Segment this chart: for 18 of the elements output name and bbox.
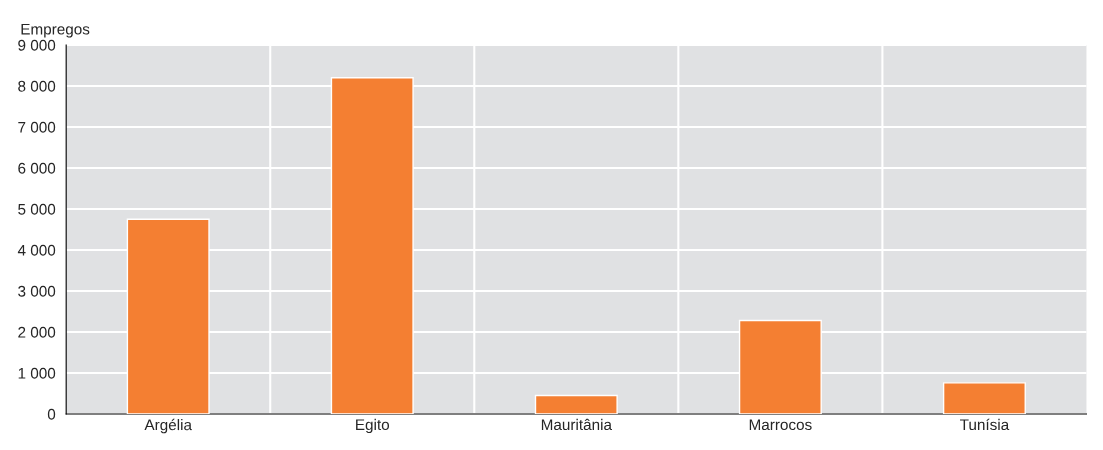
x-tick-label: Marrocos [749,419,812,431]
y-tick-label: 4 000 [17,244,56,256]
y-tick-label: 1 000 [18,367,56,379]
y-tick-label: 7 000 [18,121,56,133]
y-axis-title: Empregos [21,23,90,38]
bar [942,382,1026,414]
x-tick-label: Tunísia [960,418,1010,431]
y-tick-label: 0 [47,408,56,420]
y-tick-label: 3 000 [18,285,56,297]
x-tick-label: Argélia [144,418,192,434]
y-tick-label: 8 000 [18,80,56,92]
y-tick-label: 5 000 [18,203,56,215]
y-tick-label: 9 000 [18,39,56,51]
x-tick-label: Mauritânia [541,418,612,431]
bar [534,394,618,414]
x-tick-label: Egito [356,418,390,434]
y-tick-label: 2 000 [18,326,56,338]
y-tick-label: 6 000 [18,162,56,174]
